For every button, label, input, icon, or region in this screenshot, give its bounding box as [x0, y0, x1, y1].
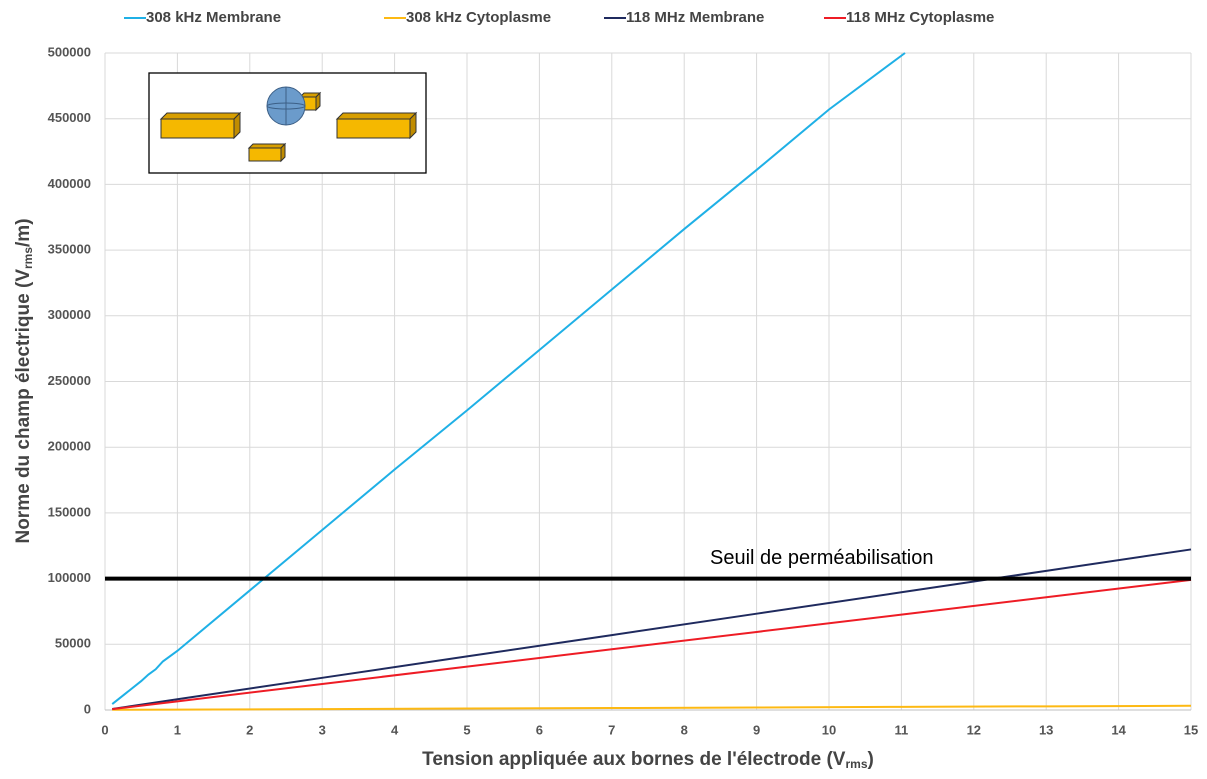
series-line: [112, 578, 1192, 711]
grid: [104, 52, 1192, 711]
threshold-label: Seuil de perméabilisation: [710, 547, 933, 569]
inset-diagram: [148, 72, 427, 174]
x-tick-label: 9: [753, 722, 760, 737]
x-tick-label: 15: [1184, 722, 1198, 737]
x-tick-label: 10: [822, 722, 836, 737]
y-tick-label: 500000: [48, 44, 91, 59]
legend-label: 118 MHz Cytoplasme: [846, 9, 994, 26]
legend-label: 118 MHz Membrane: [626, 9, 764, 26]
x-tick-label: 7: [608, 722, 615, 737]
series-line: [112, 548, 1192, 710]
x-tick-label: 0: [101, 722, 108, 737]
x-tick-label: 11: [895, 722, 909, 737]
y-tick-label: 150000: [48, 504, 91, 519]
x-tick-label: 3: [319, 722, 326, 737]
y-tick-label: 300000: [48, 307, 91, 322]
y-tick-label: 200000: [48, 439, 91, 454]
legend-label: 308 kHz Membrane: [146, 9, 281, 26]
series-line: [112, 704, 1192, 711]
x-axis-label: Tension appliquée aux bornes de l'électr…: [422, 749, 874, 771]
series-line: [111, 52, 906, 705]
x-tick-label: 8: [681, 722, 688, 737]
x-tick-label: 13: [1039, 722, 1053, 737]
y-tick-label: 450000: [48, 110, 91, 125]
x-tick-label: 2: [246, 722, 253, 737]
x-tick-label: 6: [536, 722, 543, 737]
legend-label: 308 kHz Cytoplasme: [406, 9, 551, 26]
electrodes: [159, 91, 418, 163]
plot: Seuil de perméabilisation: [105, 52, 1192, 711]
y-tick-label: 350000: [48, 242, 91, 257]
x-tick-label: 14: [1111, 722, 1126, 737]
y-tick-label: 50000: [55, 636, 91, 651]
x-tick-label: 4: [391, 722, 399, 737]
x-tick-label: 5: [463, 722, 470, 737]
y-axis-label: Norme du champ électrique (Vrms/m): [13, 218, 35, 543]
x-tick-label: 12: [967, 722, 981, 737]
y-tick-label: 400000: [48, 176, 91, 191]
y-tick-label: 250000: [48, 373, 91, 388]
y-tick-label: 100000: [48, 570, 91, 585]
x-tick-label: 1: [174, 722, 181, 737]
y-tick-label: 0: [84, 701, 91, 716]
